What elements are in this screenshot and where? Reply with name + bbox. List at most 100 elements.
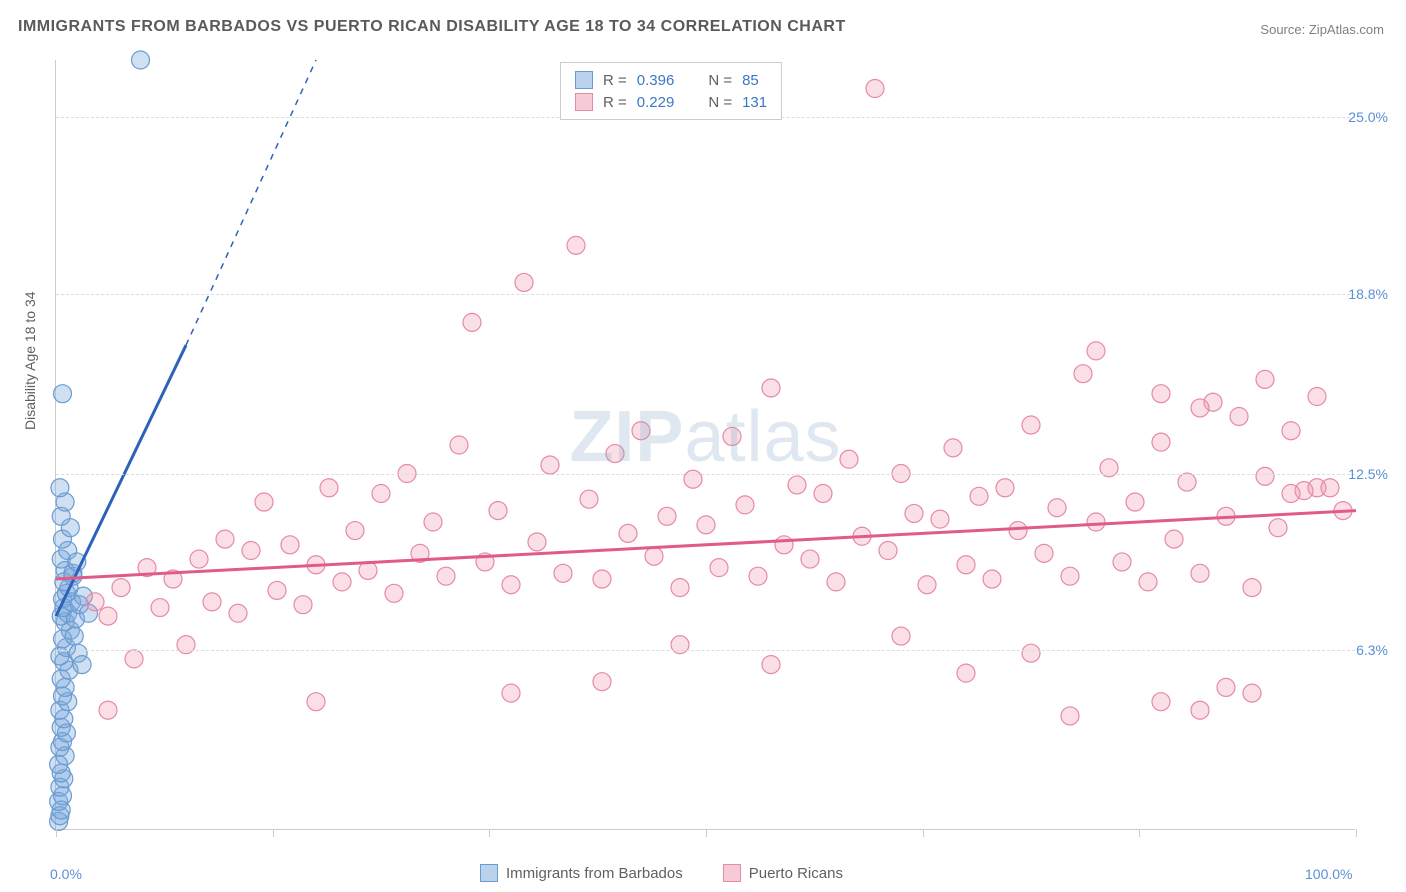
scatter-point (554, 564, 572, 582)
x-tick-label: 0.0% (50, 866, 82, 882)
scatter-point (1022, 416, 1040, 434)
scatter-point (957, 556, 975, 574)
n-value: 131 (742, 94, 767, 111)
scatter-point (1256, 467, 1274, 485)
scatter-point (671, 579, 689, 597)
scatter-point (1152, 693, 1170, 711)
legend-row: R = 0.229 N = 131 (575, 91, 767, 113)
scatter-point (99, 607, 117, 625)
scatter-point (1022, 644, 1040, 662)
scatter-point (346, 522, 364, 540)
scatter-point (1165, 530, 1183, 548)
scatter-point (749, 567, 767, 585)
scatter-point (1139, 573, 1157, 591)
y-axis-label: Disability Age 18 to 34 (22, 291, 38, 430)
scatter-point (1126, 493, 1144, 511)
legend-label: Puerto Ricans (749, 865, 843, 882)
scatter-point (51, 479, 69, 497)
source-value: ZipAtlas.com (1309, 22, 1384, 37)
x-tick (273, 829, 274, 837)
scatter-point (775, 536, 793, 554)
trend-line-dashed (186, 60, 316, 345)
scatter-point (1243, 579, 1261, 597)
scatter-point (905, 504, 923, 522)
legend-swatch (575, 93, 593, 111)
scatter-point (593, 673, 611, 691)
scatter-point (1152, 385, 1170, 403)
scatter-point (541, 456, 559, 474)
scatter-point (1061, 707, 1079, 725)
scatter-point (294, 596, 312, 614)
scatter-point (333, 573, 351, 591)
scatter-point (1152, 433, 1170, 451)
scatter-point (515, 273, 533, 291)
scatter-point (1035, 544, 1053, 562)
scatter-point (1074, 365, 1092, 383)
scatter-point (970, 487, 988, 505)
legend-swatch (723, 864, 741, 882)
scatter-point (1087, 513, 1105, 531)
scatter-point (840, 450, 858, 468)
legend-swatch (575, 71, 593, 89)
scatter-point (736, 496, 754, 514)
x-tick (56, 829, 57, 837)
scatter-point (645, 547, 663, 565)
x-tick (706, 829, 707, 837)
scatter-point (73, 656, 91, 674)
scatter-point (983, 570, 1001, 588)
source-label: Source: (1260, 22, 1305, 37)
n-label: N = (708, 94, 732, 111)
r-value: 0.229 (637, 94, 675, 111)
scatter-point (502, 684, 520, 702)
scatter-point (437, 567, 455, 585)
correlation-legend: R =0.396N =85R =0.229N =131 (560, 62, 782, 120)
x-tick (1139, 829, 1140, 837)
scatter-point (801, 550, 819, 568)
scatter-point (1269, 519, 1287, 537)
source-attribution: Source: ZipAtlas.com (1260, 22, 1384, 37)
scatter-point (463, 313, 481, 331)
scatter-point (762, 656, 780, 674)
series-legend: Immigrants from Barbados Puerto Ricans (480, 864, 843, 882)
scatter-point (489, 502, 507, 520)
scatter-point (1321, 479, 1339, 497)
gridline (56, 474, 1355, 475)
scatter-point (1230, 407, 1248, 425)
scatter-point (1217, 678, 1235, 696)
plot-area: ZIPatlas (55, 60, 1355, 830)
scatter-point (1191, 564, 1209, 582)
scatter-point (281, 536, 299, 554)
gridline (56, 294, 1355, 295)
scatter-point (957, 664, 975, 682)
legend-label: Immigrants from Barbados (506, 865, 683, 882)
scatter-point (580, 490, 598, 508)
scatter-point (450, 436, 468, 454)
scatter-point (606, 445, 624, 463)
r-label: R = (603, 94, 627, 111)
scatter-point (567, 236, 585, 254)
x-tick (489, 829, 490, 837)
scatter-point (866, 80, 884, 98)
legend-row: R =0.396N =85 (575, 69, 767, 91)
scatter-point (151, 599, 169, 617)
scatter-point (1113, 553, 1131, 571)
scatter-point (1282, 422, 1300, 440)
scatter-point (892, 627, 910, 645)
scatter-point (268, 581, 286, 599)
scatter-point (879, 542, 897, 560)
n-value: 85 (742, 72, 759, 89)
scatter-point (203, 593, 221, 611)
scatter-point (1178, 473, 1196, 491)
n-label: N = (708, 72, 732, 89)
scatter-point (593, 570, 611, 588)
scatter-point (320, 479, 338, 497)
scatter-point (944, 439, 962, 457)
scatter-point (424, 513, 442, 531)
scatter-point (190, 550, 208, 568)
x-tick-label: 100.0% (1305, 866, 1352, 882)
scatter-point (1308, 388, 1326, 406)
scatter-point (112, 579, 130, 597)
x-tick (1356, 829, 1357, 837)
scatter-point (307, 693, 325, 711)
y-tick-label: 18.8% (1348, 286, 1388, 302)
